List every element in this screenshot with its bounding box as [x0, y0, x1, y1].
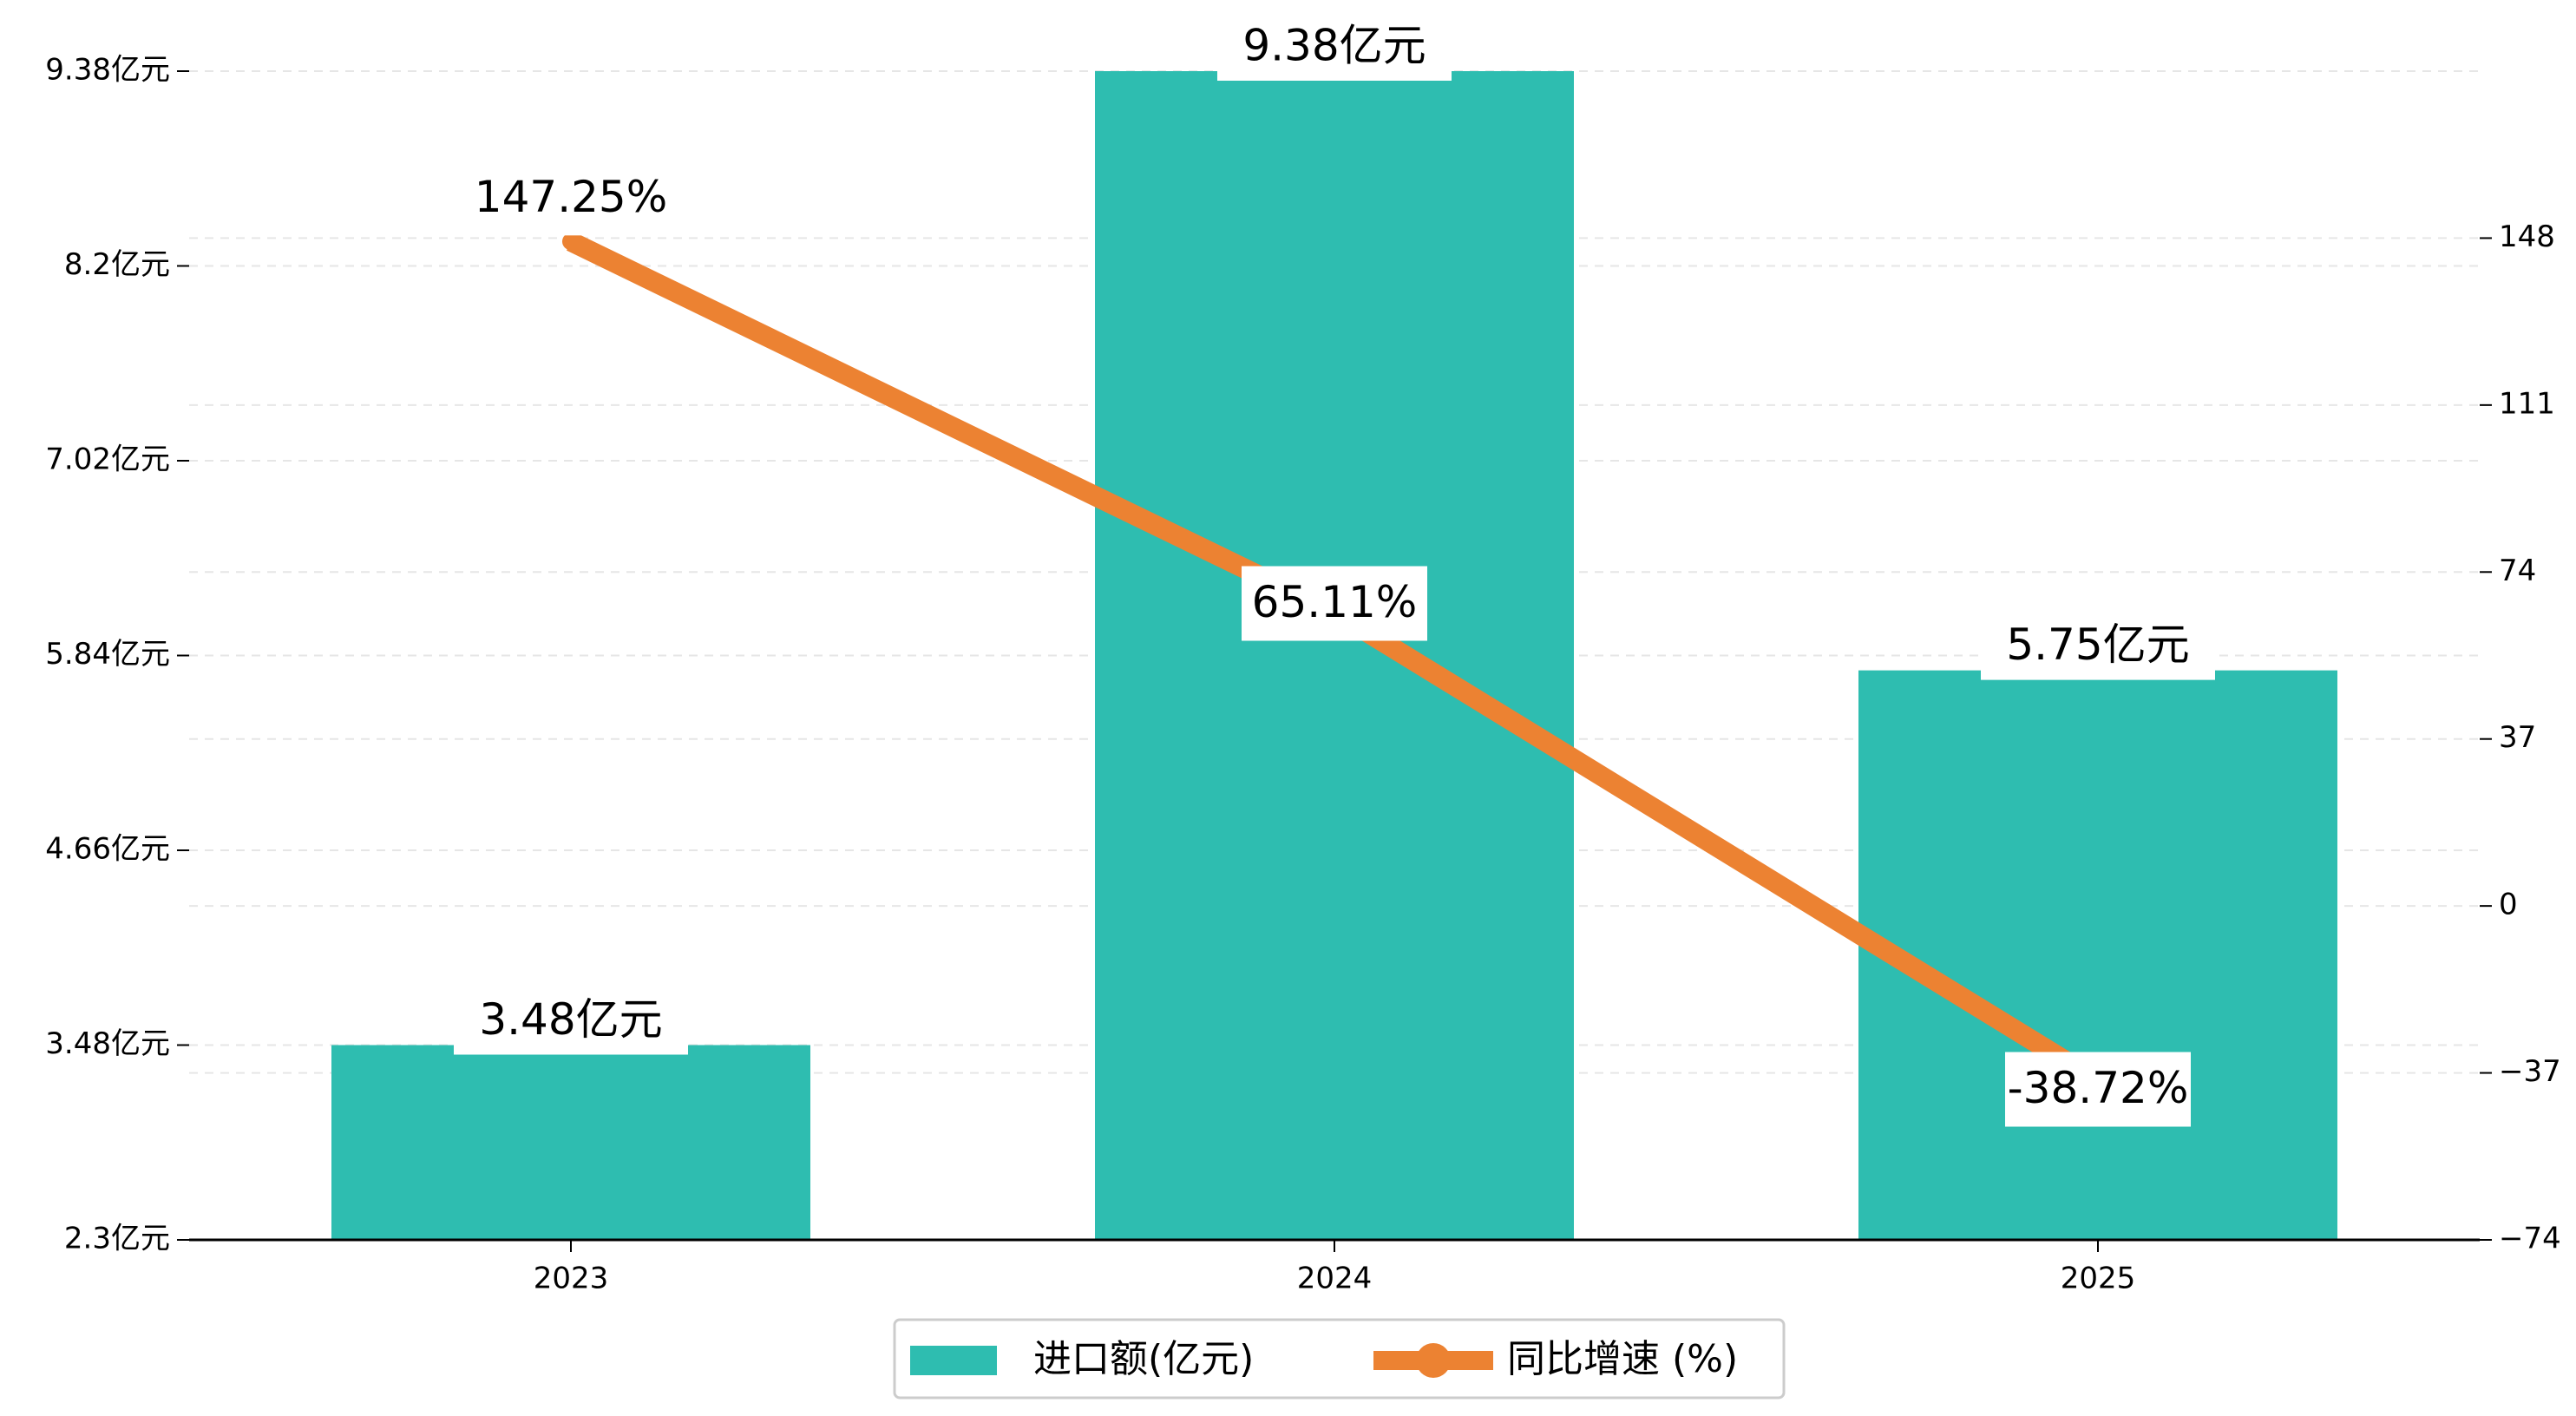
growth-value-label: 65.11%	[1252, 577, 1418, 627]
growth-value-label: -38.72%	[2008, 1063, 2189, 1113]
legend-bar-swatch	[910, 1346, 997, 1375]
left-tick-label: 9.38亿元	[45, 53, 170, 88]
left-tick-label: 2.3亿元	[64, 1222, 170, 1256]
bar-2025	[1858, 670, 2337, 1240]
axes: 2.3亿元 3.48亿元 4.66亿元 5.84亿元 7.02亿元 8.2亿元 9.38亿元…	[45, 53, 2560, 1296]
right-tick-label: 0	[2499, 888, 2518, 922]
data-labels: 3.48亿元 9.38亿元 5.75亿元 147.25% 65.11% -38.72%	[454, 13, 2215, 1127]
x-tick-label: 2024	[1297, 1262, 1373, 1296]
right-tick-label: 148	[2499, 220, 2555, 254]
right-tick-label: 37	[2499, 720, 2536, 755]
growth-value-label-box	[478, 161, 664, 236]
x-tick-label: 2023	[534, 1262, 609, 1296]
right-tick-label: 111	[2499, 386, 2555, 421]
bar-value-label-box	[1217, 13, 1452, 81]
right-tick-label: 74	[2499, 554, 2536, 588]
bar-value-label: 9.38亿元	[1242, 21, 1426, 71]
growth-value-label-box	[2005, 1052, 2191, 1127]
right-tick-label: −74	[2499, 1222, 2561, 1256]
bar-value-label-box	[454, 987, 688, 1055]
growth-value-label: 147.25%	[475, 172, 667, 222]
bar-value-label-box	[1981, 612, 2215, 680]
bar-value-label: 5.75亿元	[2006, 620, 2189, 670]
bar-2024	[1095, 71, 1574, 1240]
bar-2023	[331, 1045, 810, 1240]
legend: 进口额(亿元) 同比增速 (%)	[893, 1318, 1786, 1400]
bar-value-label: 3.48亿元	[479, 994, 662, 1045]
x-tick-label: 2025	[2061, 1262, 2136, 1296]
legend-line-label: 同比增速 (%)	[1507, 1337, 1738, 1381]
growth-point-2023	[562, 233, 580, 251]
left-tick-label: 5.84亿元	[45, 637, 170, 672]
left-tick-label: 3.48亿元	[45, 1026, 170, 1061]
left-tick-label: 7.02亿元	[45, 442, 170, 477]
legend-frame	[893, 1318, 1786, 1400]
left-tick-label: 4.66亿元	[45, 832, 170, 867]
left-tick-label: 8.2亿元	[64, 247, 170, 282]
growth-value-label-box	[1242, 566, 1427, 641]
right-tick-label: −37	[2499, 1054, 2561, 1089]
legend-bar-label: 进口额(亿元)	[1033, 1337, 1254, 1381]
bar-series	[331, 71, 2337, 1240]
legend-line-marker	[1416, 1343, 1451, 1378]
